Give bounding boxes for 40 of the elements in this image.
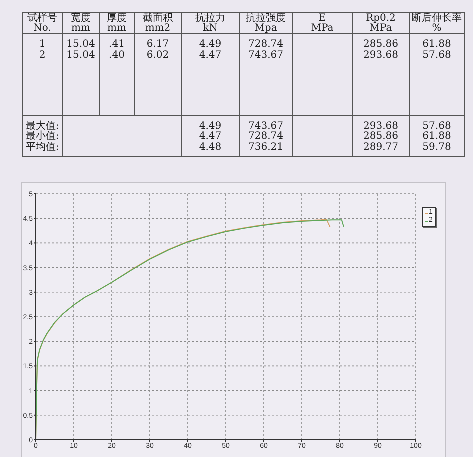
category-label: 宽度 mm bbox=[63, 12, 100, 34]
category-label: E MPa bbox=[293, 12, 353, 34]
text: 285.86 bbox=[364, 39, 398, 50]
text: 4.47 bbox=[199, 50, 222, 61]
text: .41 bbox=[109, 39, 125, 50]
category-label: Rp0.2 MPa bbox=[353, 12, 410, 34]
category-label: 抗拉强度 Mpa bbox=[240, 12, 293, 34]
text: 15.04 bbox=[66, 39, 96, 50]
text: 最大值: bbox=[26, 121, 60, 132]
text: 736.21 bbox=[248, 142, 284, 153]
text: 1 bbox=[39, 39, 46, 50]
text: 57.68 bbox=[422, 50, 452, 61]
text: 285.86 bbox=[364, 131, 398, 142]
text: 61.88 bbox=[422, 131, 452, 142]
text: 15.04 bbox=[66, 50, 96, 61]
category-label: 断后伸长率 % bbox=[410, 12, 465, 34]
text: 57.68 bbox=[422, 121, 452, 132]
text: 289.77 bbox=[364, 142, 398, 153]
text: 6.02 bbox=[146, 50, 170, 61]
text: 4.49 bbox=[199, 39, 222, 50]
text: 平均值: bbox=[26, 142, 60, 153]
text: 728.74 bbox=[248, 39, 284, 50]
text: 4.49 bbox=[199, 121, 222, 132]
text: 2 bbox=[39, 50, 46, 61]
text: 743.67 bbox=[248, 121, 284, 132]
text: 4.47 bbox=[199, 131, 222, 142]
text: .40 bbox=[109, 50, 125, 61]
text: 61.88 bbox=[422, 39, 452, 50]
text: 743.67 bbox=[248, 50, 284, 61]
text: 6.17 bbox=[146, 39, 170, 50]
text: 728.74 bbox=[248, 131, 284, 142]
text: 293.68 bbox=[364, 121, 398, 132]
text: 59.78 bbox=[422, 142, 452, 153]
category-label: 厚度 mm bbox=[100, 12, 135, 34]
category-label: 抗拉力 kN bbox=[182, 12, 240, 34]
text: 最小值: bbox=[26, 131, 60, 142]
category-label: 截面积 mm2 bbox=[135, 12, 182, 34]
category-label: 试样号 No. bbox=[22, 12, 63, 34]
text: 4.48 bbox=[199, 142, 222, 153]
text: 293.68 bbox=[364, 50, 398, 61]
